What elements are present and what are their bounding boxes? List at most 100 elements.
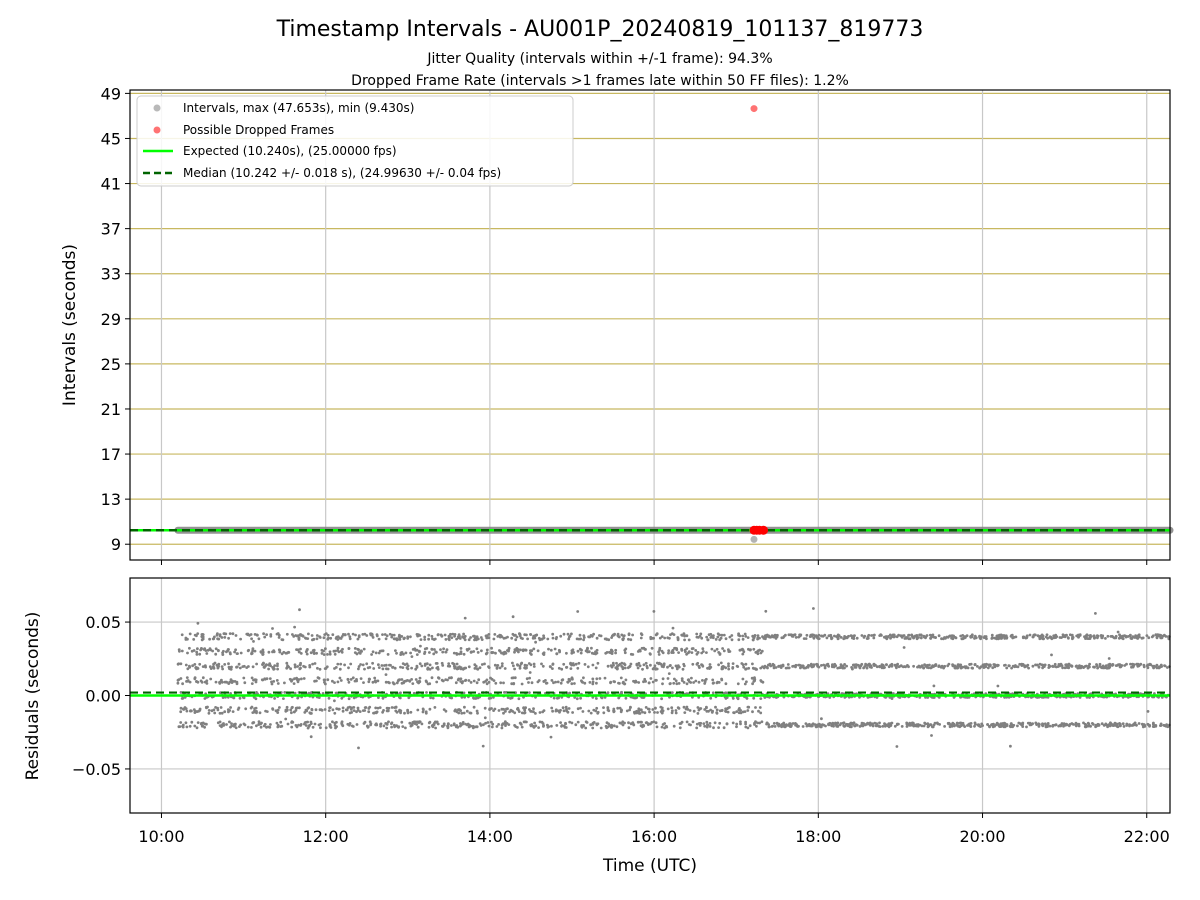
residual-point	[218, 633, 222, 636]
residual-point	[623, 721, 626, 725]
residual-point	[907, 637, 911, 641]
residual-point	[670, 711, 674, 715]
residual-point	[253, 649, 257, 653]
residual-point	[1021, 635, 1025, 639]
residual-point	[459, 650, 463, 654]
residual-point	[231, 710, 235, 713]
residual-point	[756, 634, 760, 637]
residual-point	[353, 679, 357, 683]
residual-point	[842, 724, 846, 728]
residual-point	[698, 724, 702, 727]
residual-point	[570, 721, 574, 725]
residual-point	[1122, 725, 1126, 728]
residual-point	[579, 706, 582, 710]
residual-point	[581, 710, 585, 713]
residual-point	[1125, 724, 1129, 727]
residual-point	[389, 663, 392, 667]
residual-point	[255, 724, 258, 728]
residual-point	[257, 637, 261, 641]
residual-point	[661, 677, 665, 681]
residual-point	[737, 638, 741, 642]
residual-point	[298, 663, 302, 667]
residual-point	[431, 725, 435, 729]
residual-point	[319, 726, 322, 730]
residual-point	[304, 708, 308, 712]
residual-point	[462, 691, 466, 695]
residual-point	[809, 633, 813, 637]
legend-label-expected: Expected (10.240s), (25.00000 fps)	[183, 144, 397, 158]
residual-point	[285, 661, 289, 665]
residual-point	[695, 662, 699, 666]
residual-point	[814, 725, 818, 729]
residual-point	[1152, 721, 1155, 725]
residual-point	[432, 652, 436, 656]
residual-point	[475, 667, 479, 671]
residual-point	[1095, 664, 1099, 668]
residual-point	[292, 710, 296, 714]
residual-point	[387, 706, 391, 710]
residual-point	[620, 690, 623, 694]
residual-point	[394, 706, 398, 709]
legend-marker-intervals	[153, 104, 161, 112]
residual-point	[221, 696, 225, 699]
residual-point	[1098, 662, 1102, 666]
residual-point	[751, 638, 755, 642]
residual-point	[205, 682, 209, 685]
residual-point	[965, 634, 969, 638]
residual-point	[299, 723, 303, 726]
residual-point	[937, 634, 941, 638]
residual-point	[1094, 725, 1097, 729]
residual-point	[1041, 666, 1044, 670]
residual-point	[659, 705, 663, 709]
residual-point	[561, 678, 565, 682]
residual-point	[652, 636, 655, 640]
residual-point	[323, 667, 327, 670]
residual-point	[431, 637, 434, 641]
x-tick-label: 16:00	[631, 827, 677, 846]
x-tick-label: 10:00	[138, 827, 184, 846]
residual-point	[576, 610, 580, 613]
residual-point	[579, 696, 582, 700]
residual-point	[772, 722, 776, 725]
residual-point	[873, 721, 877, 725]
residual-point	[573, 682, 576, 685]
residual-point	[919, 636, 923, 640]
residual-point	[564, 726, 568, 729]
residual-point	[637, 710, 641, 713]
residual-point	[845, 664, 848, 668]
residual-point	[284, 717, 288, 721]
x-tick-label: 18:00	[795, 827, 841, 846]
residual-point	[213, 711, 217, 715]
residual-point	[475, 725, 479, 729]
residual-point	[207, 709, 211, 712]
residual-point	[528, 691, 531, 694]
residual-point	[823, 666, 827, 670]
residual-point	[903, 665, 907, 668]
residual-point	[277, 636, 281, 639]
residual-point	[232, 723, 236, 726]
residual-point	[1054, 636, 1058, 639]
residual-point	[390, 706, 394, 709]
residual-point	[784, 633, 787, 637]
residual-point	[387, 680, 390, 684]
residual-point	[520, 725, 524, 729]
residual-point	[674, 711, 678, 715]
residual-point	[1150, 635, 1154, 639]
residual-point	[548, 665, 552, 668]
residual-point	[377, 696, 380, 699]
residual-point	[255, 662, 258, 666]
residual-point	[296, 696, 300, 700]
residual-point	[642, 680, 645, 684]
residual-point	[758, 721, 761, 725]
residual-point	[936, 722, 940, 726]
residual-point	[804, 722, 808, 725]
residual-point	[293, 663, 297, 667]
residual-point	[235, 665, 238, 669]
residual-point	[564, 705, 568, 709]
residual-point	[748, 724, 752, 728]
residual-point	[1037, 665, 1041, 669]
residual-point	[346, 706, 350, 709]
residual-point	[715, 711, 719, 714]
residual-point	[741, 652, 745, 656]
residual-point	[718, 721, 722, 725]
